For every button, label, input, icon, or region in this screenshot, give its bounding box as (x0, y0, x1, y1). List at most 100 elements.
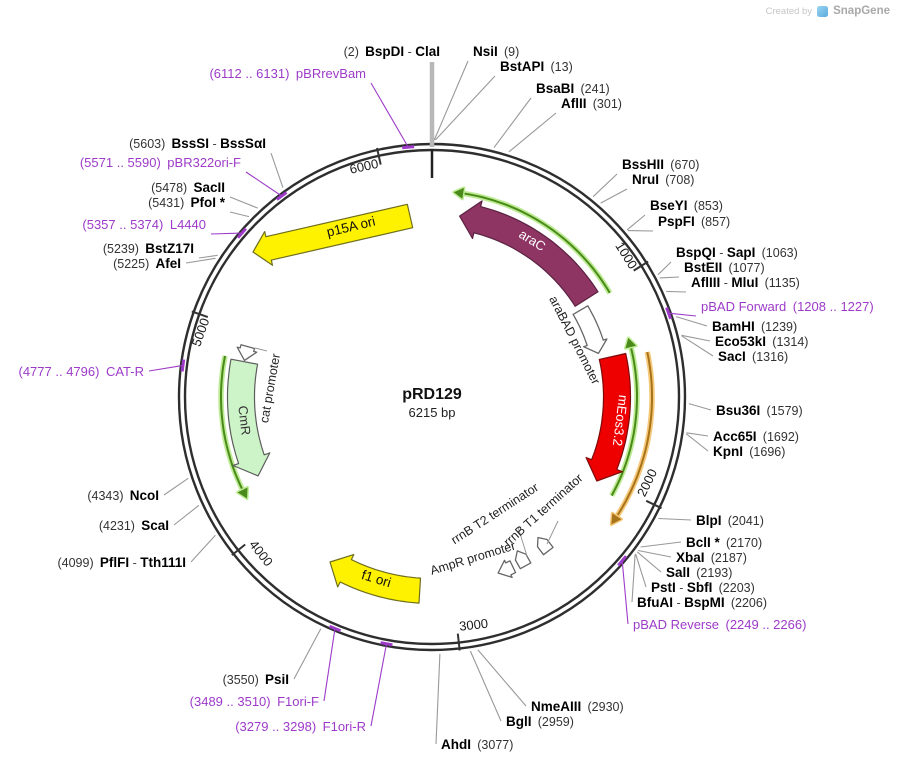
tick-1000 (633, 260, 649, 272)
site-label-pBR322ori-F[interactable]: (5571 .. 5590) pBR322ori-F (80, 155, 288, 201)
label-cat-promoter[interactable]: cat promoter (257, 353, 283, 425)
site-label-BspQI-SapI[interactable]: BspQI - SapI (1063) (657, 245, 798, 276)
svg-text:(5431) PfoI *: (5431) PfoI * (148, 195, 226, 210)
leader-line (173, 504, 200, 526)
site-label-PstI-SbfI[interactable]: PstI - SbfI (2203) (635, 553, 755, 595)
site-label-BstAPI[interactable]: BstAPI (13) (434, 59, 573, 141)
promoter-arrow-cat-promoter[interactable] (236, 344, 258, 362)
promoter-arrow-AmpR-promoter[interactable] (497, 559, 517, 579)
tick-5000 (191, 310, 209, 319)
tick-label-5000: 5000 (189, 316, 213, 348)
orf-arrow-mEos-green (609, 336, 640, 497)
site-label-BglI[interactable]: BglI (2959) (469, 650, 574, 729)
site-label-PspFI[interactable]: PspFI (857) (627, 214, 730, 232)
label-rrnB-T1-terminator[interactable]: rrnB T1 terminator (501, 471, 586, 549)
watermark-brand: SnapGene (833, 5, 890, 17)
site-label-Bsu36I[interactable]: Bsu36I (1579) (688, 403, 803, 418)
site-label-Acc65I[interactable]: Acc65I (1692) (686, 429, 799, 444)
svg-text:AflIII - MluI (1135): AflIII - MluI (1135) (691, 275, 800, 290)
site-label-BamHI[interactable]: BamHI (1239) (675, 316, 797, 334)
feature-mEos3.2[interactable] (585, 352, 632, 482)
site-label-BlpI[interactable]: BlpI (2041) (658, 513, 764, 528)
primer-tick (617, 555, 628, 567)
svg-text:PstI - SbfI (2203): PstI - SbfI (2203) (651, 580, 755, 595)
site-label-F1ori-R[interactable]: (3279 .. 3298) F1ori-R (235, 641, 393, 734)
tick-2000 (645, 499, 662, 510)
site-label-BspDI-ClaI[interactable]: (2) BspDI - ClaI (344, 44, 440, 59)
site-label-pBAD-Reverse[interactable]: pBAD Reverse (2249 .. 2266) (617, 555, 806, 632)
leader-line (688, 403, 712, 411)
label-mEos3.2[interactable]: mEos3.2 (610, 394, 631, 447)
primer-tick (380, 641, 393, 647)
svg-text:(3550) PsiI: (3550) PsiI (223, 672, 289, 687)
site-label-AhdI[interactable]: AhdI (3077) (435, 653, 513, 752)
feature-p15A-ori[interactable] (252, 203, 414, 266)
site-label-BseYI[interactable]: BseYI (853) (626, 198, 723, 231)
feature-araC[interactable] (459, 200, 599, 307)
svg-text:SacI (1316): SacI (1316) (718, 349, 788, 364)
site-label-L4440[interactable]: (5357 .. 5374) L4440 (82, 217, 247, 239)
site-label-NruI[interactable]: NruI (708) (600, 172, 695, 204)
svg-text:(5603) BssSI - BssSαI: (5603) BssSI - BssSαI (129, 136, 266, 151)
site-label-NcoI[interactable]: (4343) NcoI (87, 477, 189, 503)
label-rrnB-T2-terminator[interactable]: rrnB T2 terminator (449, 480, 542, 547)
site-label-NmeAIII[interactable]: NmeAIII (2930) (477, 649, 624, 714)
svg-text:BstEII (1077): BstEII (1077) (684, 260, 765, 275)
svg-text:(4343) NcoI: (4343) NcoI (87, 488, 159, 503)
leader-line (592, 173, 618, 198)
leader-line (666, 290, 687, 293)
leader-line (640, 541, 682, 548)
svg-text:BclI * (2170): BclI * (2170) (686, 535, 762, 550)
site-label-SalI[interactable]: SalI (2193) (636, 551, 732, 580)
site-label-F1ori-F[interactable]: (3489 .. 3510) F1ori-F (190, 624, 342, 709)
site-label-AflII[interactable]: AflII (301) (508, 96, 622, 153)
site-label-SacI[interactable]: SacI (1316) (681, 335, 789, 364)
svg-text:AhdI (3077): AhdI (3077) (441, 737, 513, 752)
site-label-pBRrevBam[interactable]: (6112 .. 6131) pBRrevBam (209, 66, 415, 150)
watermark: Created by SnapGene (766, 5, 890, 17)
site-label-PflFI-Tth111I[interactable]: (4099) PflFI - Tth111I (57, 534, 216, 570)
feature-f1-ori[interactable] (329, 553, 422, 604)
tick-label-6000: 6000 (348, 156, 379, 177)
site-label-BclI[interactable]: BclI * (2170) (640, 535, 762, 550)
site-label-AflIII-MluI[interactable]: AflIII - MluI (1135) (666, 275, 800, 293)
site-label-BfuAI-BspMI[interactable]: BfuAI - BspMI (2206) (631, 554, 767, 611)
leader-line (631, 554, 636, 603)
site-label-ScaI[interactable]: (4231) ScaI (99, 504, 200, 533)
snapgene-logo-icon (817, 5, 829, 17)
site-label-NsiI[interactable]: NsiI (9) (433, 44, 519, 141)
svg-text:BglI (2959): BglI (2959) (506, 714, 574, 729)
promoter-arrow-araBAD-promoter[interactable] (572, 305, 608, 355)
primer-tick (402, 145, 415, 150)
site-label-XbaI[interactable]: XbaI (2187) (637, 549, 747, 565)
terminator-shape-rrnB-T2-terminator[interactable] (514, 550, 532, 570)
svg-text:AflII (301): AflII (301) (561, 96, 622, 111)
site-label-BsaBI[interactable]: BsaBI (241) (493, 81, 610, 148)
primer-tick (665, 306, 673, 320)
leader-line (493, 97, 532, 148)
label-CmR[interactable]: CmR (235, 405, 253, 436)
site-label-AfeI[interactable]: (5225) AfeI (113, 256, 216, 271)
site-label-PfoI[interactable]: (5431) PfoI * (148, 195, 250, 218)
svg-text:(4777 .. 4796) CAT-R: (4777 .. 4796) CAT-R (19, 364, 145, 379)
terminator-shape-rrnB-T1-terminator[interactable] (536, 536, 554, 556)
leader-line (210, 232, 242, 235)
svg-text:PspFI (857): PspFI (857) (658, 214, 730, 229)
site-label-SacII[interactable]: (5478) SacII (151, 180, 258, 209)
site-label-pBAD-Forward[interactable]: pBAD Forward (1208 .. 1227) (665, 299, 874, 320)
feature-CmR[interactable] (226, 358, 271, 477)
marker-leader-line (517, 526, 528, 557)
site-label-PsiI[interactable]: (3550) PsiI (223, 628, 322, 687)
site-label-BstEII[interactable]: BstEII (1077) (659, 260, 765, 279)
site-label-CAT-R[interactable]: (4777 .. 4796) CAT-R (19, 359, 186, 380)
site-label-BstZ17I[interactable]: (5239) BstZ17I (103, 241, 218, 259)
leader-line (198, 254, 218, 259)
site-label-BssHII[interactable]: BssHII (670) (592, 157, 699, 198)
svg-text:NsiI (9): NsiI (9) (473, 44, 519, 59)
site-label-KpnI[interactable]: KpnI (1696) (685, 433, 785, 459)
leader-line (635, 553, 647, 588)
watermark-created-by: Created by (765, 5, 813, 17)
primer-tick (236, 227, 247, 239)
site-label-BssSI-BssS-I[interactable]: (5603) BssSI - BssSαI (129, 136, 284, 188)
site-label-Eco53kI[interactable]: Eco53kI (1314) (681, 334, 809, 349)
